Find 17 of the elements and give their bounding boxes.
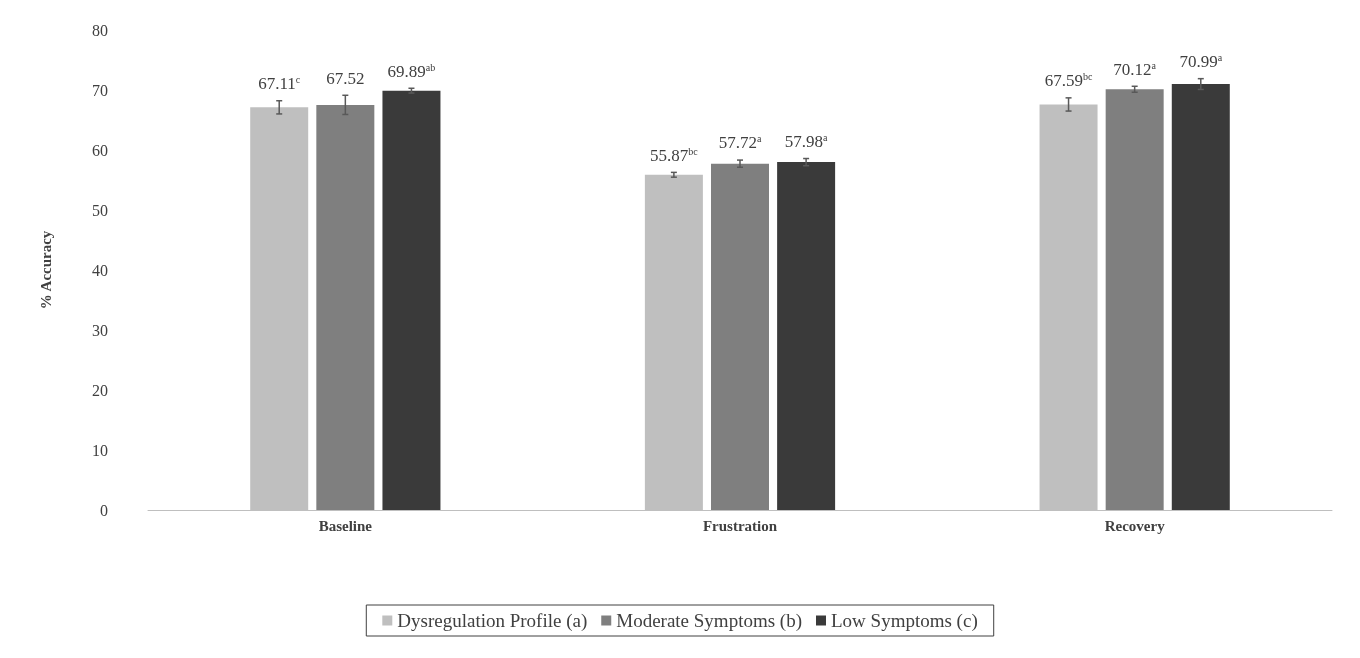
x-tick-label: Baseline <box>318 517 373 534</box>
y-tick-label: 60 <box>92 141 108 159</box>
y-tick-label: 0 <box>100 501 108 519</box>
legend-label: Dysregulation Profile (a) <box>397 610 588 632</box>
x-tick-label: Frustration <box>702 517 778 534</box>
y-tick-label: 20 <box>92 381 108 399</box>
y-axis-title: % Accuracy <box>37 230 54 310</box>
data-label: 67.52 <box>326 68 365 88</box>
legend-label: Moderate Symptoms (b) <box>616 610 803 632</box>
legend-label: Low Symptoms (c) <box>830 610 978 632</box>
y-tick-label: 70 <box>92 81 108 99</box>
y-tick-label: 10 <box>92 441 108 459</box>
y-tick-label: 50 <box>92 201 108 219</box>
x-tick-label: Recovery <box>1104 517 1166 534</box>
y-tick-label: 30 <box>92 321 108 339</box>
y-tick-label: 80 <box>92 21 108 39</box>
y-tick-label: 40 <box>92 261 108 279</box>
